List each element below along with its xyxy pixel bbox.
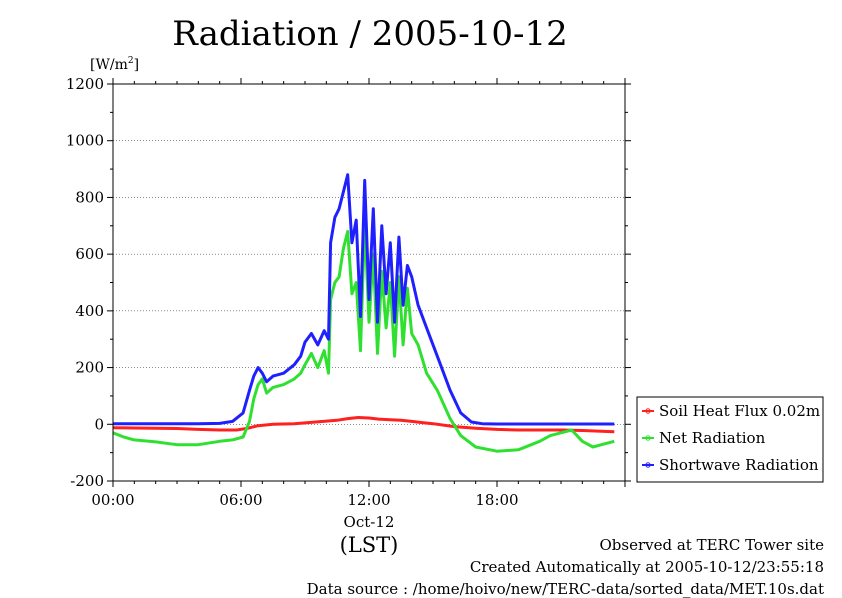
legend-marker: [645, 435, 651, 441]
chart-title: Radiation / 2005-10-12: [172, 14, 568, 54]
x-tick-label: 12:00: [347, 491, 390, 509]
series-line: [113, 173, 615, 426]
legend-label: Net Radiation: [659, 429, 766, 447]
y-unit-label: [W/m2]: [90, 56, 139, 73]
footer-site: Observed at TERC Tower site: [599, 536, 824, 554]
y-tick-label: 1200: [66, 75, 104, 93]
legend-label: Soil Heat Flux 0.02m: [659, 402, 820, 420]
legend-marker: [645, 462, 651, 468]
y-tick-label: 200: [75, 359, 104, 377]
y-tick-label: 0: [94, 415, 104, 433]
x-axis-label: (LST): [340, 533, 399, 557]
y-tick-label: 1000: [66, 132, 104, 150]
y-unit-close: ]: [134, 57, 139, 73]
y-tick-label: 800: [75, 188, 104, 206]
legend-label: Shortwave Radiation: [659, 456, 819, 474]
y-unit-text: [W/m: [90, 57, 128, 73]
legend: Soil Heat Flux 0.02m Net Radiation Shortwa…: [636, 396, 824, 483]
legend-box: [636, 396, 824, 483]
footer-created: Created Automatically at 2005-10-12/23:5…: [469, 558, 824, 576]
footer-source: Data source : /home/hoivo/new/TERC-data/…: [306, 580, 824, 598]
y-tick-label: -200: [70, 472, 104, 490]
legend-marker: [645, 408, 651, 414]
series-line: [112, 218, 615, 453]
x-tick-label: 00:00: [91, 491, 134, 509]
y-tick-label: 600: [75, 245, 104, 263]
series-line: [112, 416, 615, 434]
x-tick-label: 18:00: [475, 491, 518, 509]
axes-group: -200 0 200 400 600 800 1000 1200 00:00 06:00 12:00…: [66, 75, 631, 509]
x-tick-label: 06:00: [219, 491, 262, 509]
y-tick-label: 400: [75, 302, 104, 320]
series-group: [112, 173, 615, 453]
x-date-label: Oct-12: [344, 513, 395, 531]
y-unit-superscript: 2: [128, 56, 134, 66]
